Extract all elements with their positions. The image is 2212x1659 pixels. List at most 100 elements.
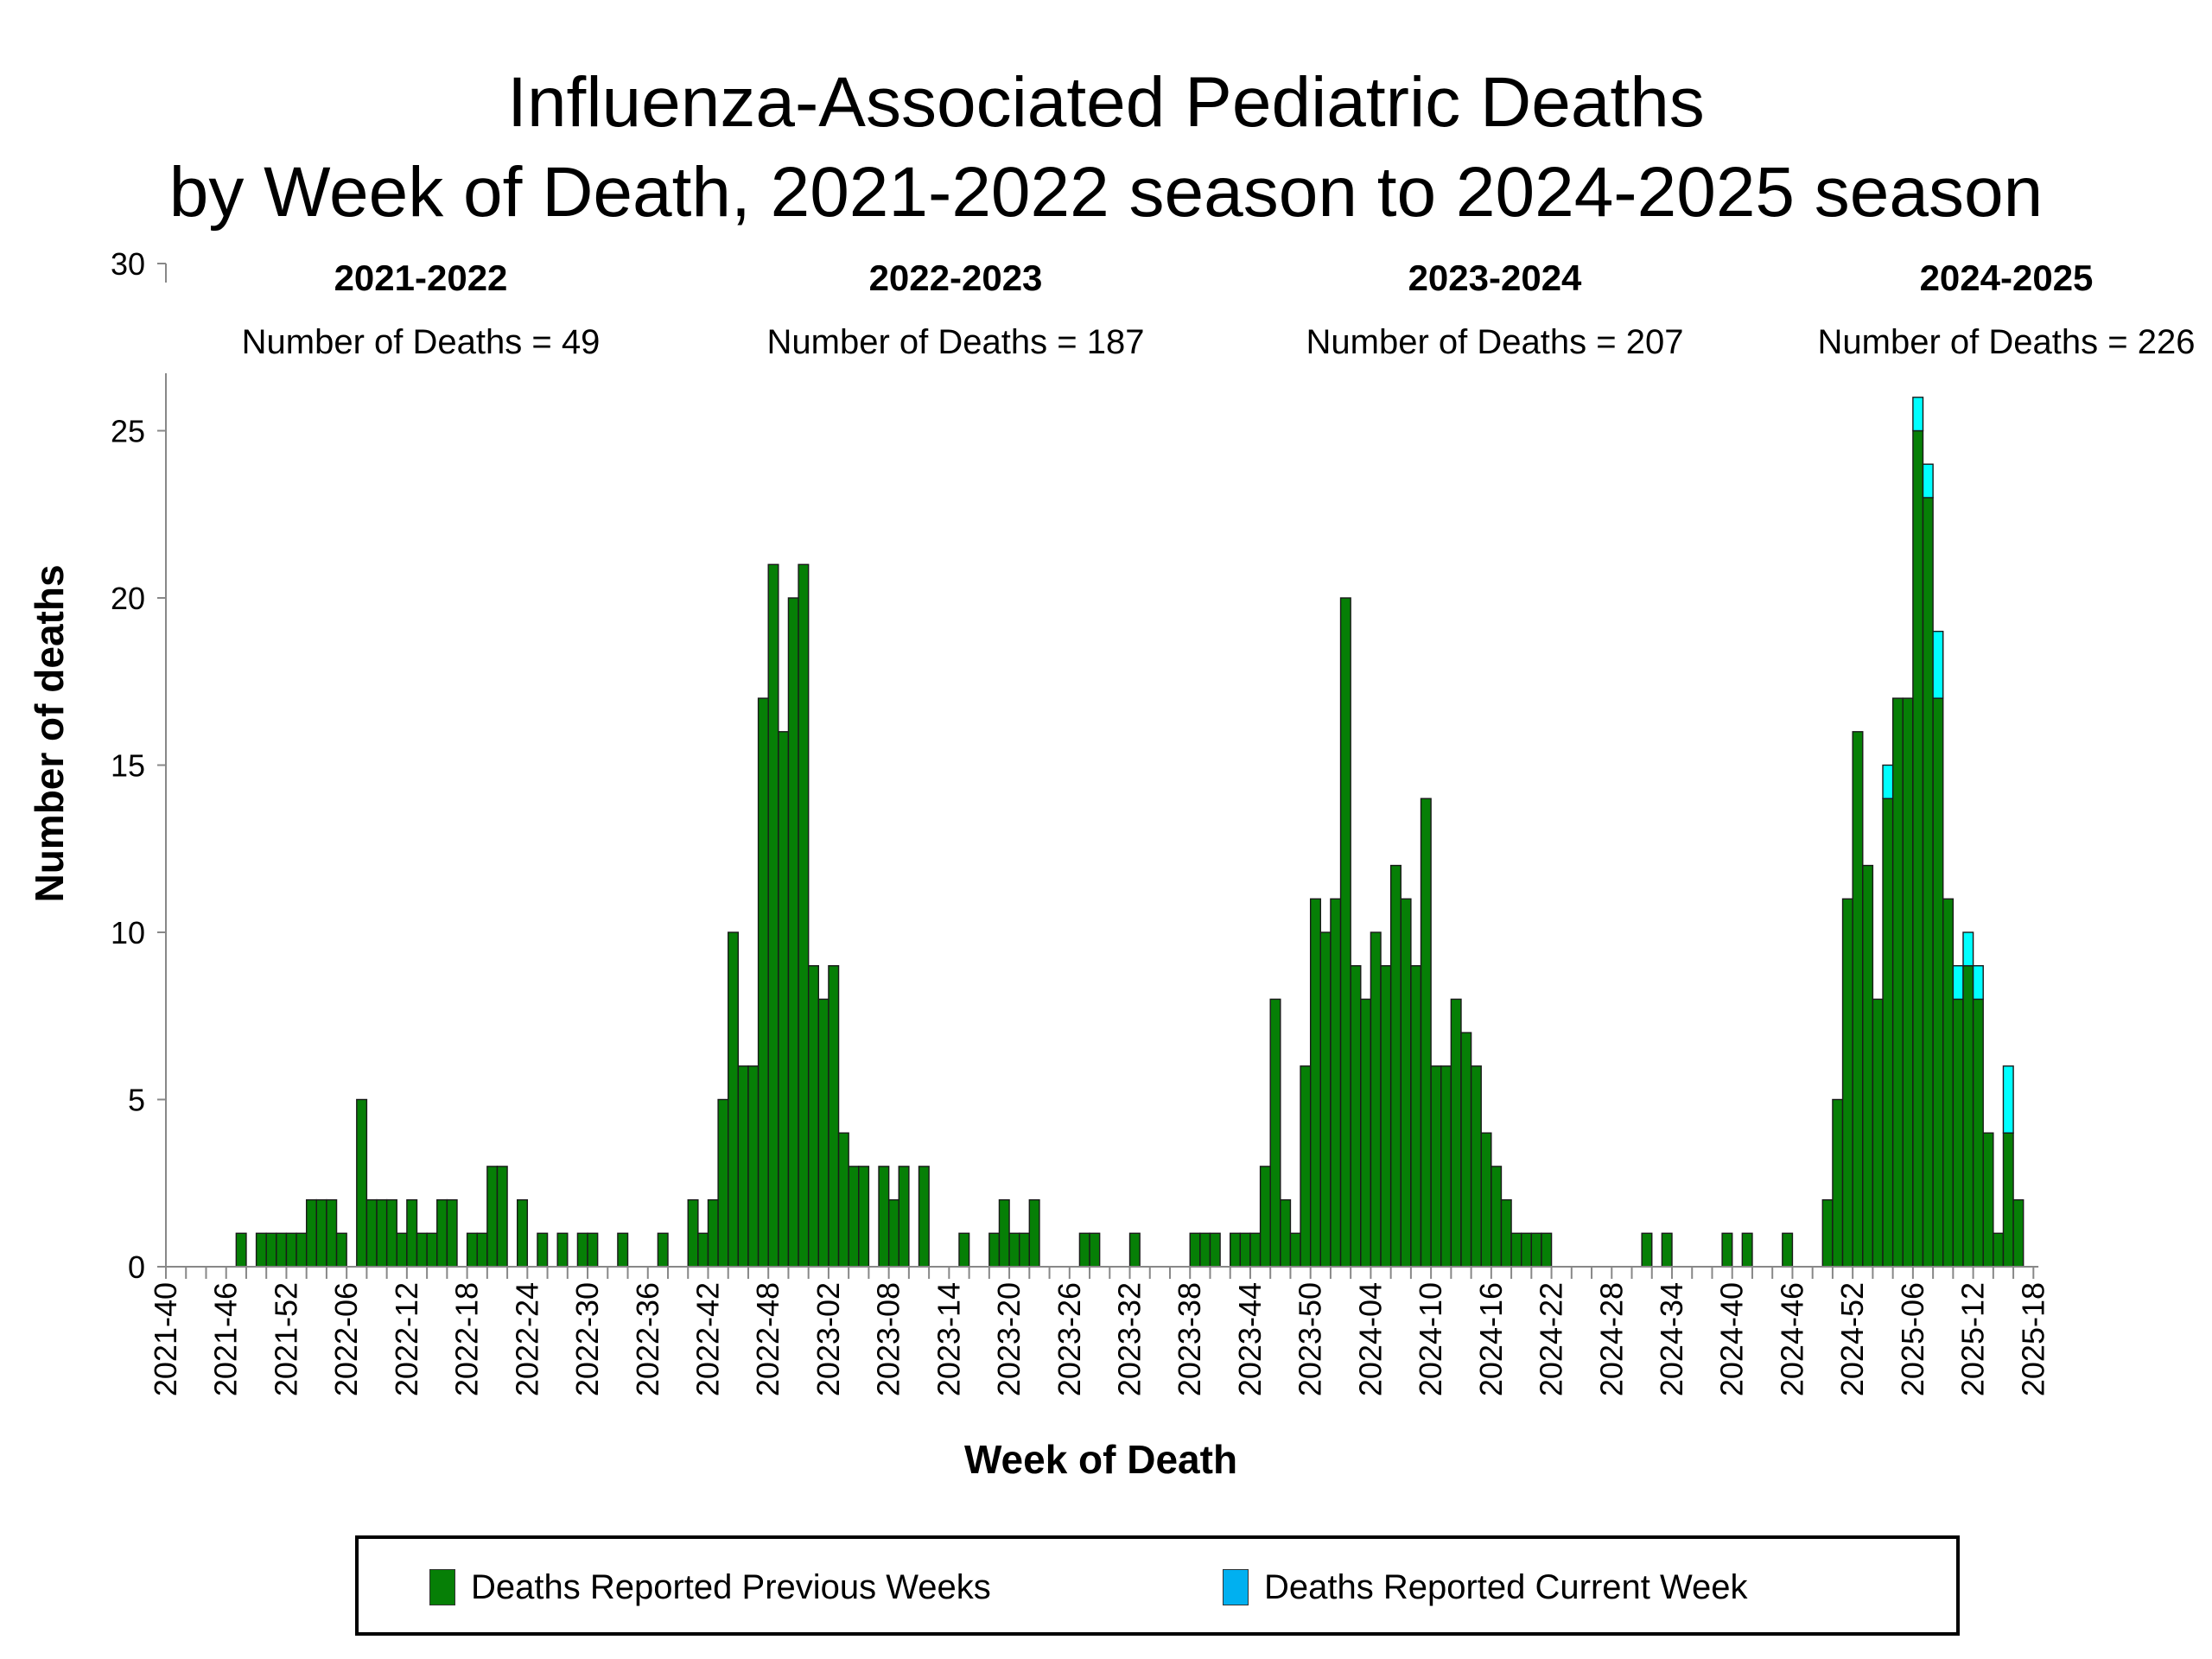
x-tick-label: 2022-36 — [630, 1282, 665, 1396]
bar-previous-weeks — [1450, 998, 1462, 1268]
x-tick-label: 2024-28 — [1593, 1282, 1629, 1396]
x-tick-label: 2023-38 — [1172, 1282, 1207, 1396]
bar-previous-weeks — [1942, 898, 1955, 1268]
season-annotation: 2022-2023 Number of Deaths = 187 — [696, 257, 1215, 362]
x-tick-label: 2022-24 — [509, 1282, 544, 1396]
bar-previous-weeks — [617, 1232, 629, 1268]
x-tick-label: 2025-18 — [2015, 1282, 2050, 1396]
bar-previous-weeks — [1430, 1065, 1442, 1268]
bar-previous-weeks — [1350, 964, 1362, 1268]
chart-subtitle: by Week of Death, 2021-2022 season to 20… — [168, 153, 2044, 232]
bar-previous-weeks — [496, 1166, 508, 1268]
x-tick-label: 2023-26 — [1052, 1282, 1087, 1396]
legend: Deaths Reported Previous Weeks Deaths Re… — [355, 1535, 1960, 1636]
bar-previous-weeks — [406, 1198, 418, 1268]
bar-previous-weeks — [396, 1232, 408, 1268]
legend-label: Deaths Reported Previous Weeks — [471, 1567, 991, 1606]
bar-current-week — [1952, 964, 1964, 1001]
bar-previous-weeks — [1491, 1166, 1503, 1268]
x-tick-label: 2024-16 — [1473, 1282, 1509, 1396]
bar-previous-weeks — [1510, 1232, 1522, 1268]
bar-previous-weeks — [958, 1232, 970, 1268]
season-name: 2023-2024 — [1408, 257, 1582, 298]
bar-current-week — [1932, 631, 1944, 699]
x-tick-label: 2022-18 — [449, 1282, 485, 1396]
bar-previous-weeks — [1410, 964, 1422, 1268]
season-name: 2021-2022 — [334, 257, 508, 298]
bar-current-week — [1912, 397, 1924, 432]
bar-previous-weeks — [918, 1166, 930, 1268]
bar-previous-weeks — [728, 931, 740, 1268]
x-axis-label: Week of Death — [963, 1437, 1238, 1482]
bar-previous-weeks — [1661, 1232, 1673, 1268]
bar-previous-weeks — [898, 1166, 910, 1268]
x-tick-label: 2024-10 — [1413, 1282, 1448, 1396]
x-tick-label: 2024-52 — [1834, 1282, 1870, 1396]
bar-previous-weeks — [1420, 798, 1432, 1268]
x-tick-label: 2023-50 — [1293, 1282, 1328, 1396]
bar-previous-weeks — [556, 1232, 569, 1268]
bar-previous-weeks — [807, 964, 819, 1268]
bar-previous-weeks — [265, 1232, 277, 1268]
bar-current-week — [2002, 1065, 2014, 1134]
bar-previous-weeks — [1389, 864, 1402, 1268]
x-tick-label: 2022-30 — [569, 1282, 605, 1396]
bar-previous-weeks — [1280, 1198, 1292, 1268]
x-tick-label: 2024-22 — [1534, 1282, 1569, 1396]
x-tick-label: 2023-14 — [931, 1282, 966, 1396]
bar-previous-weeks — [326, 1198, 338, 1268]
x-tick-label: 2023-20 — [991, 1282, 1027, 1396]
y-tick-label: 5 — [128, 1083, 145, 1118]
x-tick-label: 2022-42 — [690, 1282, 725, 1396]
x-tick-label: 2024-34 — [1654, 1282, 1689, 1396]
bar-previous-weeks — [446, 1198, 458, 1268]
bar-current-week — [1922, 463, 1934, 499]
legend-label: Deaths Reported Current Week — [1264, 1567, 1748, 1606]
season-annotation: 2024-2025 Number of Deaths = 226 — [1747, 257, 2212, 362]
legend-item-previous: Deaths Reported Previous Weeks — [429, 1568, 991, 1606]
bar-previous-weeks — [1982, 1132, 1994, 1268]
bar-previous-weeks — [1199, 1232, 1211, 1268]
bar-previous-weeks — [1370, 931, 1382, 1268]
bar-previous-weeks — [1309, 898, 1322, 1268]
bar-previous-weeks — [335, 1232, 347, 1268]
season-name: 2024-2025 — [1919, 257, 2094, 298]
bar-previous-weeks — [1078, 1232, 1090, 1268]
x-tick-label: 2021-46 — [208, 1282, 244, 1396]
bar-previous-weeks — [787, 597, 799, 1268]
bar-previous-weeks — [1841, 898, 1853, 1268]
y-tick-label: 20 — [111, 581, 145, 616]
x-tick-label: 2023-32 — [1112, 1282, 1147, 1396]
bar-previous-weeks — [1993, 1232, 2005, 1268]
bar-previous-weeks — [1230, 1232, 1242, 1268]
bar-previous-weeks — [315, 1198, 327, 1268]
bar-previous-weeks — [2002, 1132, 2014, 1268]
bar-previous-weeks — [1500, 1198, 1512, 1268]
y-tick-label: 30 — [111, 246, 145, 282]
bar-previous-weeks — [988, 1232, 1001, 1268]
bar-previous-weeks — [1330, 898, 1342, 1268]
bar-previous-weeks — [537, 1232, 549, 1268]
bar-previous-weeks — [276, 1232, 288, 1268]
bar-previous-weeks — [878, 1166, 890, 1268]
season-deaths: Number of Deaths = 207 — [1306, 323, 1684, 361]
bar-previous-weeks — [1269, 998, 1281, 1268]
bar-previous-weeks — [1289, 1232, 1301, 1268]
season-annotation: 2021-2022 Number of Deaths = 49 — [162, 257, 680, 362]
bar-previous-weeks — [1912, 429, 1924, 1268]
x-tick-label: 2021-40 — [148, 1282, 183, 1396]
bar-previous-weeks — [828, 964, 840, 1268]
bar-previous-weeks — [1339, 597, 1351, 1268]
chart-title: Influenza-Associated Pediatric Deaths — [507, 63, 1705, 142]
bar-previous-weeks — [1922, 497, 1934, 1268]
x-tick-label: 2022-06 — [328, 1282, 364, 1396]
bar-previous-weeks — [1380, 964, 1392, 1268]
season-deaths: Number of Deaths = 49 — [241, 323, 601, 361]
x-tick-label: 2021-52 — [268, 1282, 303, 1396]
bar-previous-weeks — [1882, 798, 1894, 1268]
x-tick-label: 2025-12 — [1955, 1282, 1991, 1396]
bar-previous-weeks — [587, 1232, 599, 1268]
bar-previous-weeks — [1480, 1132, 1492, 1268]
bar-current-week — [1882, 764, 1894, 799]
bar-previous-weeks — [1952, 998, 1964, 1268]
